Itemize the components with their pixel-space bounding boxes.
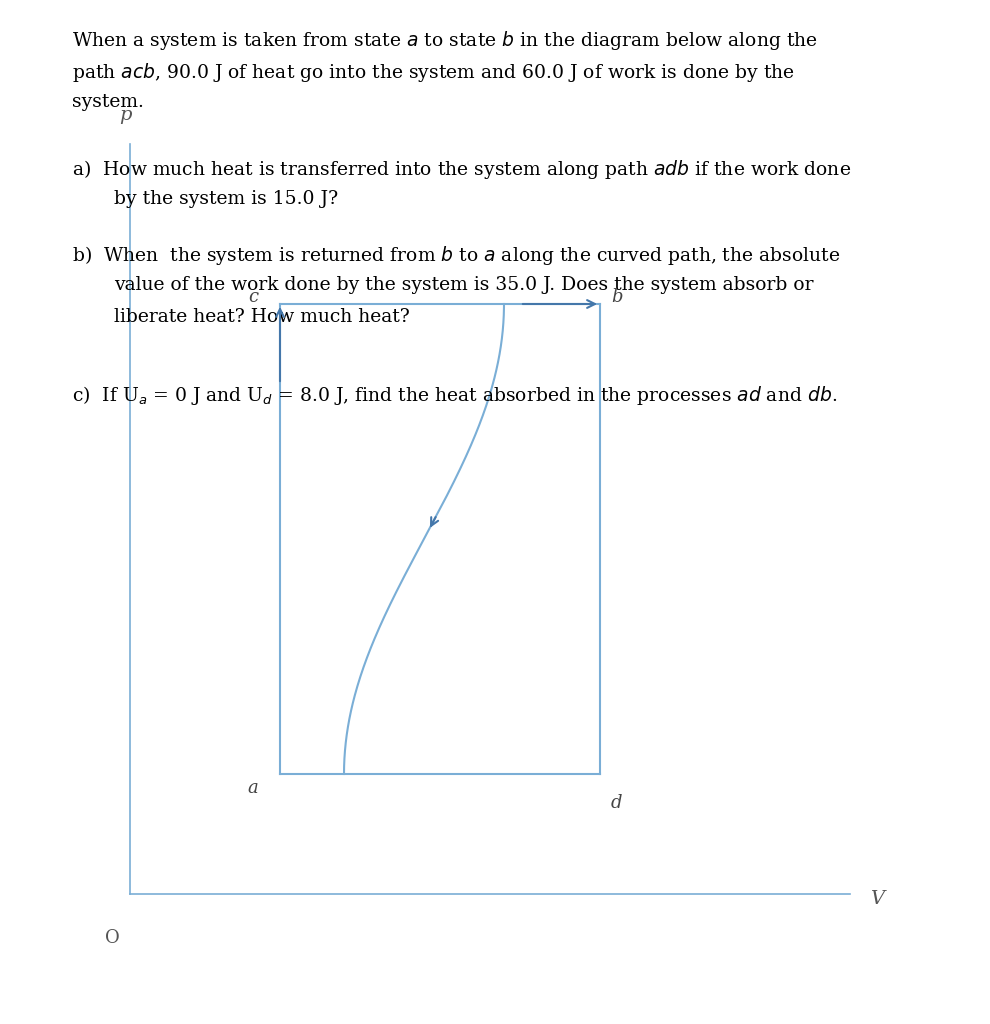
Text: a)  How much heat is transferred into the system along path $adb$ if the work do: a) How much heat is transferred into the… (72, 158, 851, 181)
Text: system.: system. (72, 93, 144, 111)
Text: V: V (870, 890, 884, 908)
Text: p: p (119, 106, 132, 124)
Text: c: c (248, 288, 258, 306)
Text: a: a (248, 779, 258, 797)
Text: When a system is taken from state $a$ to state $b$ in the diagram below along th: When a system is taken from state $a$ to… (72, 29, 818, 52)
Text: by the system is 15.0 J?: by the system is 15.0 J? (114, 190, 339, 208)
Text: path $acb$, 90.0 J of heat go into the system and 60.0 J of work is done by the: path $acb$, 90.0 J of heat go into the s… (72, 61, 795, 84)
Text: O: O (105, 929, 120, 947)
Text: d: d (611, 794, 623, 812)
Text: b: b (611, 288, 623, 306)
Text: c)  If U$_a$ = 0 J and U$_d$ = 8.0 J, find the heat absorbed in the processes $a: c) If U$_a$ = 0 J and U$_d$ = 8.0 J, fin… (72, 384, 838, 407)
Text: b)  When  the system is returned from $b$ to $a$ along the curved path, the abso: b) When the system is returned from $b$ … (72, 244, 841, 267)
Text: value of the work done by the system is 35.0 J. Does the system absorb or: value of the work done by the system is … (114, 276, 814, 294)
Text: liberate heat? How much heat?: liberate heat? How much heat? (114, 308, 410, 326)
